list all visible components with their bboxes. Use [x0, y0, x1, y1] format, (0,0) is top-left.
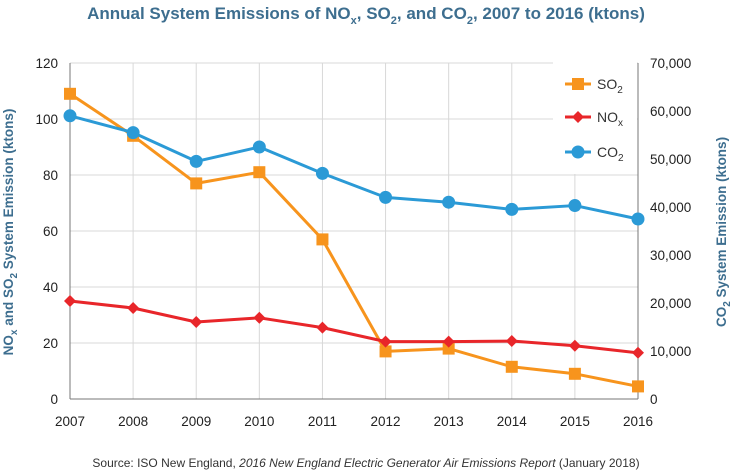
y-left-tick-label: 20 [43, 336, 58, 351]
nox-point [442, 335, 455, 348]
co2-point [63, 109, 77, 123]
co2-point [505, 202, 519, 216]
y-right-tick-label: 30,000 [650, 248, 691, 263]
left-axis-title: NOx and SO2 System Emission (ktons) [1, 109, 20, 356]
so2-point [505, 360, 518, 373]
co2-point [126, 126, 140, 140]
nox-point [632, 346, 644, 359]
so2-point [64, 87, 76, 100]
x-tick-label: 2008 [118, 414, 148, 429]
so2-point [379, 345, 392, 358]
x-tick-label: 2011 [308, 414, 337, 429]
so2-point [632, 380, 644, 393]
legend-nox-marker [572, 111, 584, 123]
y-left-tick-label: 60 [43, 224, 58, 239]
co2-point [189, 154, 203, 168]
legend-so2-label: SO2 [597, 76, 623, 96]
gridlines [69, 62, 639, 400]
co2-point [315, 166, 329, 180]
x-tick-label: 2007 [55, 414, 85, 429]
x-tick-label: 2016 [623, 414, 653, 429]
x-tick-label: 2009 [181, 414, 211, 429]
nox-point [64, 295, 76, 307]
tick-labels: 0 20 40 60 80 100 120 2007 2008 2009 2010 2011 2012 2… [35, 56, 691, 429]
nox-point [505, 335, 518, 348]
so2-point [190, 177, 203, 190]
series-lines [63, 87, 645, 393]
y-left-tick-label: 120 [35, 56, 58, 71]
y-right-tick-label: 50,000 [650, 152, 691, 167]
legend: SO2 NOx CO2 [553, 58, 637, 174]
legend-nox-label: NOx [597, 109, 623, 129]
so2-point [316, 233, 329, 246]
y-right-tick-label: 20,000 [650, 296, 691, 311]
chart-title: Annual System Emissions of NOx, SO2, and… [87, 4, 645, 27]
nox-point [379, 335, 392, 348]
nox-point [190, 316, 203, 328]
x-tick-label: 2013 [434, 414, 464, 429]
co2-point [568, 199, 582, 213]
x-tick-label: 2015 [560, 414, 590, 429]
legend-co2-label: CO2 [597, 144, 624, 164]
x-tick-label: 2012 [371, 414, 401, 429]
y-left-tick-label: 40 [43, 280, 58, 295]
co2-point [252, 140, 266, 154]
so2-point [568, 367, 581, 380]
nox-point [568, 339, 581, 352]
so2-line [69, 92, 639, 388]
so2-point [442, 342, 455, 355]
source-note: Source: ISO New England, 2016 New Englan… [92, 456, 639, 470]
co2-line [69, 114, 639, 221]
y-left-tick-label: 0 [50, 392, 58, 407]
right-axis-title: CO2 System Emission (ktons) [714, 137, 733, 327]
legend-so2-marker [572, 78, 584, 90]
co2-point [379, 190, 393, 204]
x-tick-label: 2010 [244, 414, 274, 429]
y-right-tick-label: 0 [650, 392, 658, 407]
nox-point [316, 321, 329, 334]
x-tick-label: 2014 [497, 414, 528, 429]
y-right-tick-label: 10,000 [650, 344, 691, 359]
co2-point [442, 195, 456, 209]
y-left-tick-label: 80 [43, 168, 58, 183]
nox-line [69, 299, 639, 355]
y-left-tick-label: 100 [35, 112, 58, 127]
nox-point [253, 311, 266, 324]
co2-point [631, 212, 645, 226]
y-right-tick-label: 60,000 [650, 104, 691, 119]
legend-co2-marker [571, 145, 585, 159]
y-right-tick-label: 40,000 [650, 200, 691, 215]
nox-point [127, 302, 140, 314]
so2-point [253, 166, 266, 179]
y-right-tick-label: 70,000 [650, 56, 691, 71]
